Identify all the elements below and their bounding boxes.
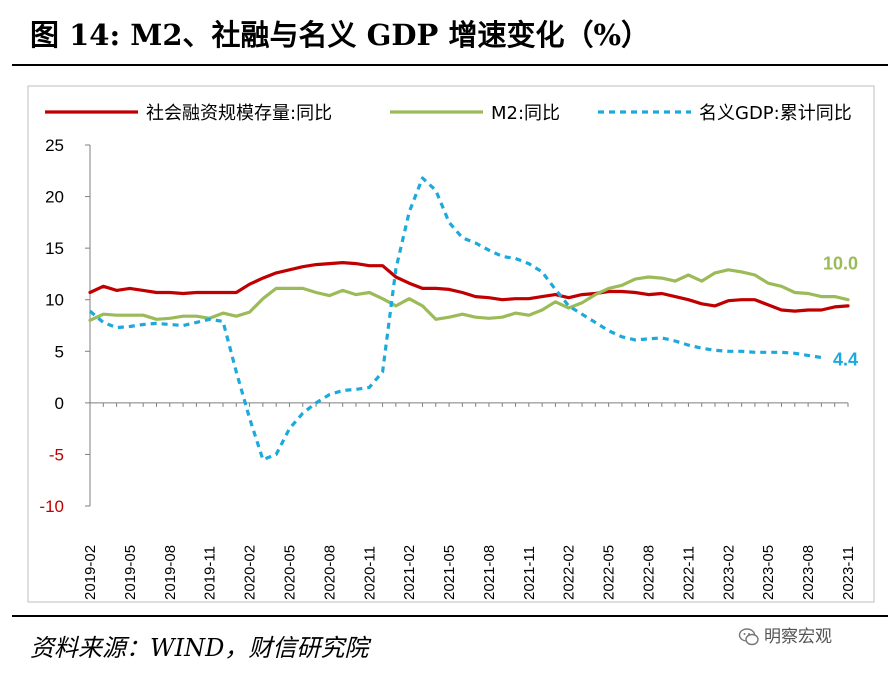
x-tick-label: 2023-08 [800,545,817,600]
series-line-2 [88,268,850,322]
chart-annotations: 10.0 4.4 [823,254,858,370]
series-line-3 [88,176,822,462]
y-tick-label: 0 [55,394,64,413]
series-line-1 [88,261,850,313]
x-tick-label: 2019-11 [202,546,219,600]
x-tick-label: 2023-05 [760,545,777,600]
chart-axes: 25 20 15 10 5 0 -5 -10 2019-02 2019-05 2019-08 2019… [39,136,857,600]
x-tick-label: 2021-11 [521,546,538,600]
legend-label: M2:同比 [491,103,560,124]
figure-title: 图 14: M2、社融与名义 GDP 增速变化（%） [30,18,651,52]
top-rule [12,64,888,66]
x-tick-label: 2023-02 [720,545,737,600]
x-tick-label: 2022-11 [680,546,697,600]
y-tick-label: 25 [45,136,64,155]
y-tick-label: -10 [39,497,64,516]
x-tick-label: 2022-05 [601,545,618,600]
legend-label: 名义GDP:累计同比 [699,103,852,124]
y-tick-label: 15 [45,239,64,258]
x-tick-label: 2022-08 [641,545,658,600]
x-tick-label: 2021-02 [401,545,418,600]
watermark: 明察宏观 [738,622,832,648]
wechat-icon [738,628,759,646]
bottom-rule [12,615,888,617]
data-label: 10.0 [823,254,858,274]
legend-label: 社会融资规模存量:同比 [146,103,332,124]
watermark-text: 明察宏观 [764,627,832,647]
x-tick-label: 2020-02 [242,545,259,600]
chart-series [88,176,850,462]
y-tick-label: 20 [45,188,64,207]
x-tick-label: 2020-08 [321,545,338,600]
chart-frame [27,85,875,603]
x-tick-label: 2019-08 [162,545,179,600]
x-tick-label: 2020-11 [361,546,378,600]
y-tick-label: 10 [45,291,64,310]
x-tick-label: 2020-05 [281,545,298,600]
x-tick-label: 2022-02 [561,545,578,600]
y-tick-label: -5 [49,445,64,464]
x-tick-label: 2023-11 [840,546,857,600]
y-tick-label: 5 [55,342,64,361]
x-tick-label: 2019-05 [122,545,139,600]
data-label: 4.4 [833,349,858,369]
x-tick-label: 2019-02 [82,545,99,600]
x-tick-label: 2021-08 [481,545,498,600]
chart-legend: 社会融资规模存量:同比 M2:同比 名义GDP:累计同比 [45,103,852,124]
x-tick-label: 2021-05 [441,545,458,600]
source-note: 资料来源：WIND，财信研究院 [30,634,369,662]
